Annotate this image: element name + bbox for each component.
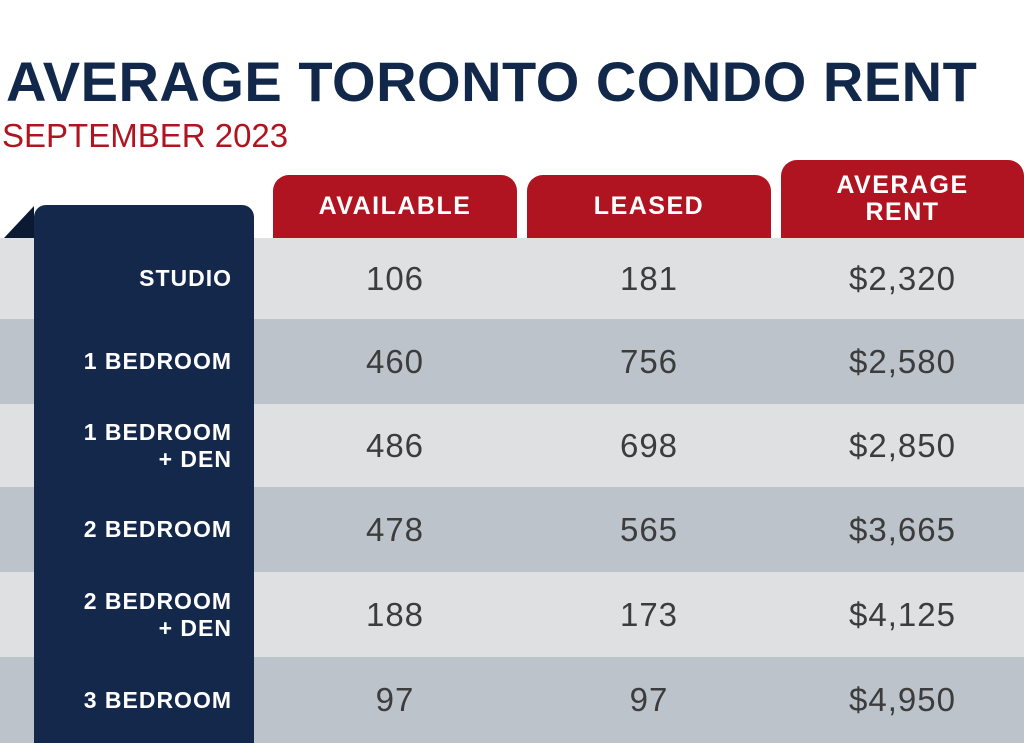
- cell-average-rent: $4,125: [849, 595, 956, 633]
- cell-available: 97: [375, 681, 415, 718]
- cell-leased: 173: [619, 595, 679, 633]
- cell-leased: 756: [619, 342, 679, 380]
- row-label-text: 1 BEDROOM: [84, 348, 232, 375]
- row-label-text: 2 BEDROOM: [84, 516, 232, 543]
- row-label: 2 BEDROOM + DEN: [34, 572, 232, 657]
- row-label-line: + DEN: [158, 445, 232, 472]
- cell-leased: 97: [629, 681, 669, 718]
- row-label-line: 1 BEDROOM: [83, 348, 232, 374]
- cell-leased: 181: [619, 259, 679, 297]
- cell-average-rent: $2,580: [849, 342, 956, 380]
- ribbon-fold: [4, 206, 34, 238]
- row-label-text: STUDIO: [139, 265, 232, 292]
- cell-average-rent: $3,665: [849, 510, 956, 548]
- row-label: 3 BEDROOM: [34, 657, 232, 743]
- row-label-column: [34, 205, 254, 743]
- column-header-label: AVERAGE RENT: [836, 171, 969, 226]
- column-header-available: AVAILABLE: [273, 175, 517, 238]
- cell-available: 478: [365, 510, 425, 548]
- cell-available: 460: [365, 342, 425, 380]
- row-label: 1 BEDROOM: [34, 319, 232, 404]
- chart-title: AVERAGE TORONTO CONDO RENT: [6, 50, 978, 113]
- row-label: 1 BEDROOM + DEN: [34, 404, 232, 487]
- row-label: 2 BEDROOM: [34, 487, 232, 572]
- row-label-line: 2 BEDROOM: [83, 587, 232, 614]
- row-label-text: 2 BEDROOM + DEN: [84, 588, 232, 642]
- row-label-line: + DEN: [158, 614, 232, 641]
- cell-leased: 565: [619, 510, 679, 548]
- cell-average-rent: $2,320: [849, 259, 956, 297]
- cell-average-rent: $4,950: [849, 681, 956, 718]
- row-label-line: 3 BEDROOM: [83, 686, 232, 713]
- cell-available: 486: [365, 426, 425, 464]
- cell-leased: 698: [619, 426, 679, 464]
- cell-available: 188: [365, 595, 425, 633]
- row-label-text: 3 BEDROOM: [84, 687, 232, 714]
- column-header-label: LEASED: [593, 192, 705, 220]
- cell-average-rent: $2,850: [849, 426, 956, 464]
- column-header-leased: LEASED: [527, 175, 771, 238]
- row-label-line: 1 BEDROOM: [83, 418, 232, 445]
- row-label-text: 1 BEDROOM + DEN: [84, 419, 232, 473]
- row-label-line: STUDIO: [139, 265, 232, 291]
- chart-subtitle: SEPTEMBER 2023: [2, 117, 289, 154]
- row-label: STUDIO: [34, 238, 232, 319]
- row-label-line: 2 BEDROOM: [83, 516, 232, 542]
- column-header-average-rent: AVERAGE RENT: [781, 160, 1024, 238]
- cell-available: 106: [365, 259, 425, 297]
- column-header-label: AVAILABLE: [318, 192, 472, 220]
